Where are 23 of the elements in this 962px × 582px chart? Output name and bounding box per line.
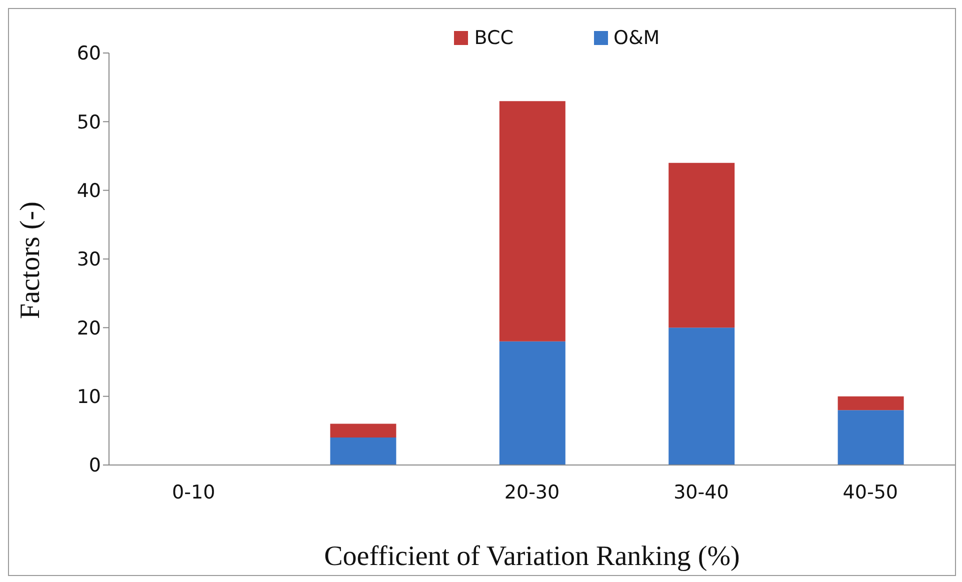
bar bbox=[499, 101, 566, 342]
x-axis-title: Coefficient of Variation Ranking (%) bbox=[324, 541, 740, 572]
bar bbox=[668, 328, 735, 465]
bar bbox=[330, 424, 396, 438]
x-tick-label: 30-40 bbox=[674, 481, 729, 504]
y-tick-label: 10 bbox=[76, 386, 101, 408]
y-tick-label: 50 bbox=[76, 111, 101, 134]
legend-label: BCC bbox=[473, 27, 514, 49]
bar bbox=[330, 438, 396, 465]
x-tick-label: 40-50 bbox=[842, 481, 898, 504]
y-tick-label: 20 bbox=[76, 317, 101, 340]
y-tick-label: 60 bbox=[76, 42, 101, 65]
y-axis-title: Factors (-) bbox=[14, 202, 46, 319]
legend-label: O&M bbox=[612, 27, 660, 49]
bar bbox=[838, 396, 904, 410]
y-tick-label: 30 bbox=[76, 248, 101, 271]
bar bbox=[838, 410, 904, 465]
y-tick-label: 0 bbox=[88, 454, 101, 477]
y-tick-label: 40 bbox=[76, 180, 101, 202]
bar bbox=[668, 162, 735, 328]
x-tick-label: 20-30 bbox=[504, 481, 560, 504]
bar bbox=[499, 341, 566, 465]
x-tick-label: 0-10 bbox=[172, 481, 216, 504]
